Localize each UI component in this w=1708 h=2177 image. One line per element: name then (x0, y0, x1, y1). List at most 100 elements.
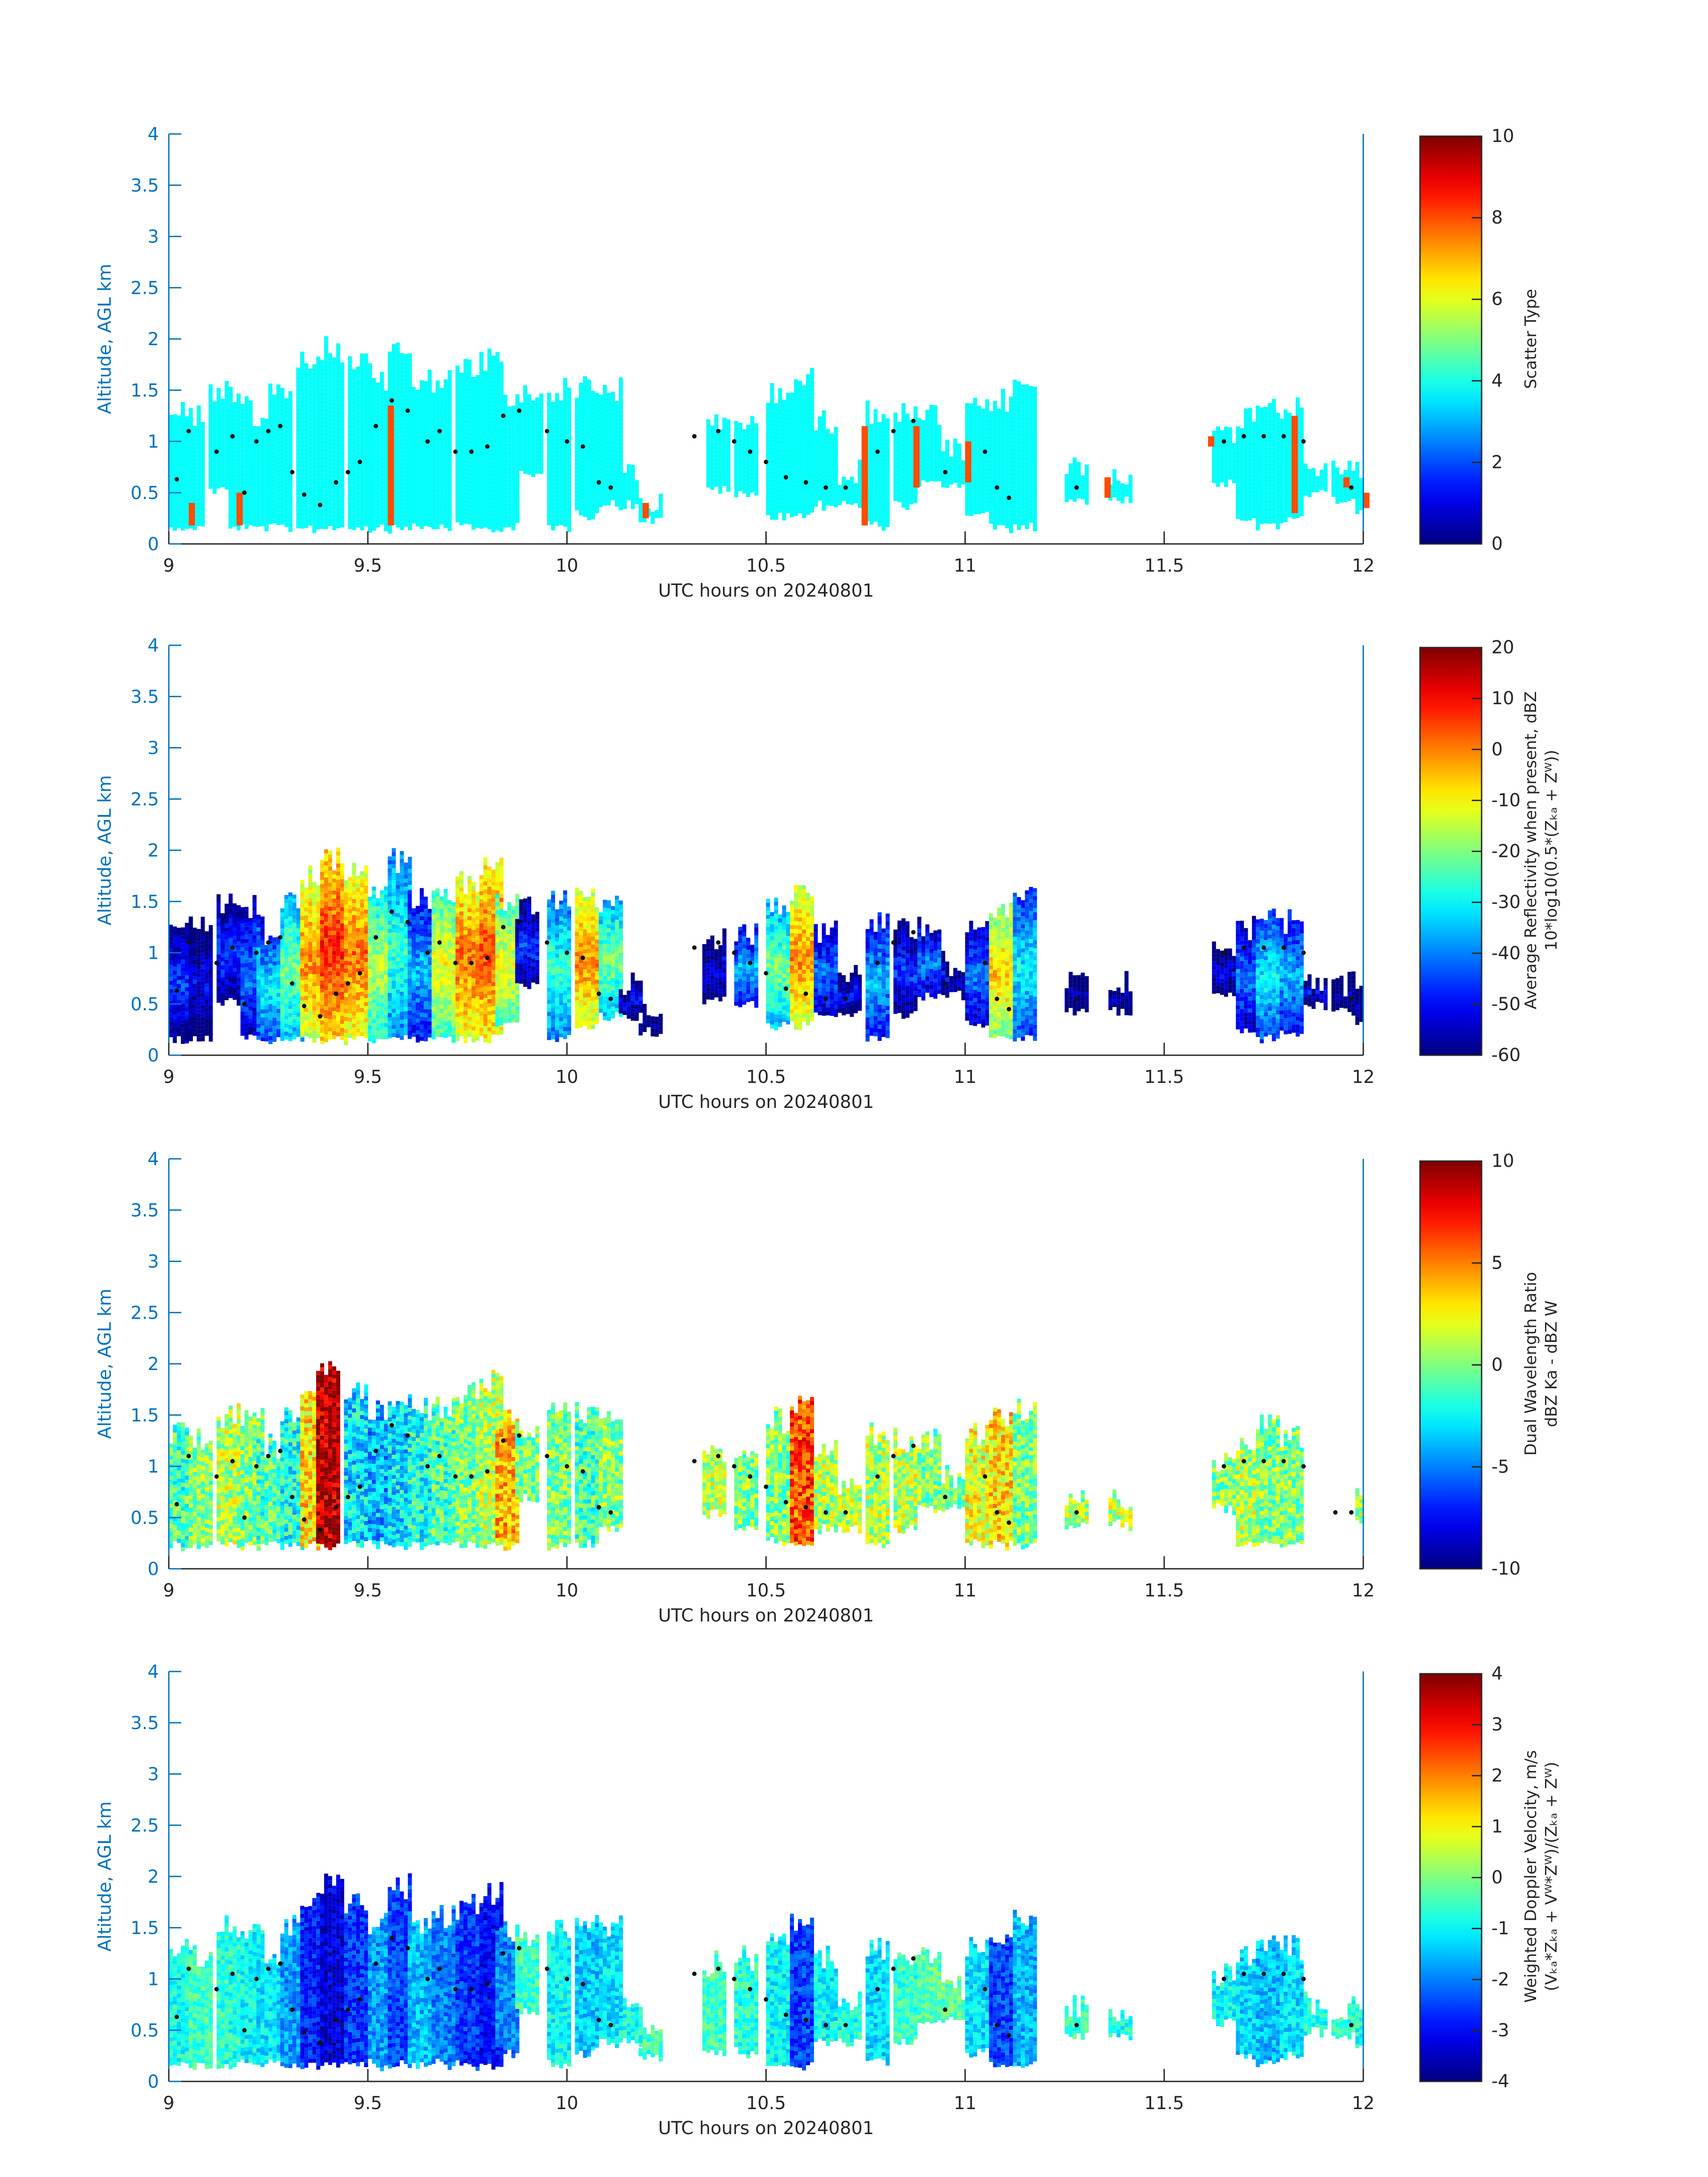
heatmap-cell (603, 461, 607, 466)
heatmap-cell (336, 399, 340, 404)
heatmap-cell (320, 444, 324, 449)
heatmap-cell (416, 458, 420, 462)
heatmap-cell (476, 443, 480, 447)
heatmap-cell (603, 425, 607, 430)
heatmap-cell (567, 411, 572, 416)
heatmap-cell (424, 429, 428, 434)
heatmap-cell (575, 506, 579, 510)
heatmap-cell (786, 445, 790, 449)
heatmap-cell (312, 509, 317, 513)
heatmap-cell (455, 385, 459, 390)
heatmap-cell (794, 508, 798, 512)
heatmap-cell (794, 435, 798, 440)
heatmap-cell (503, 430, 508, 435)
heatmap-cell (372, 474, 376, 479)
heatmap-cell (304, 516, 309, 520)
heatmap-cell (491, 452, 496, 456)
heatmap-cell (420, 444, 424, 449)
heatmap-cell (392, 368, 396, 372)
heatmap-cell (276, 472, 280, 477)
heatmap-cell (523, 401, 527, 405)
heatmap-cell (806, 503, 810, 507)
heatmap-cell (380, 516, 384, 521)
heatmap-cell (404, 418, 408, 422)
heatmap-cell (240, 460, 245, 464)
heatmap-cell (607, 413, 611, 417)
heatmap-cell (587, 408, 591, 412)
heatmap-cell (244, 509, 249, 513)
heatmap-cell (372, 430, 376, 435)
heatmap-cell (424, 401, 428, 405)
heatmap-cell (209, 464, 213, 469)
heatmap-cell (288, 504, 292, 508)
heatmap-cell (626, 488, 631, 493)
heatmap-cell (567, 504, 572, 508)
heatmap-cell (340, 499, 344, 503)
heatmap-cell (499, 480, 504, 484)
heatmap-cell (710, 433, 714, 438)
heatmap-cell (416, 450, 420, 454)
heatmap-cell (766, 426, 770, 431)
heatmap-cell (611, 396, 615, 400)
heatmap-cell (435, 525, 440, 529)
heatmap-cell (352, 421, 356, 426)
heatmap-cell (607, 501, 611, 506)
heatmap-cell (786, 405, 790, 409)
heatmap-cell (348, 424, 352, 429)
heatmap-cell (221, 459, 225, 463)
heatmap-cell (332, 490, 336, 494)
heatmap-cell (539, 450, 543, 454)
heatmap-cell (296, 488, 301, 493)
heatmap-cell (464, 459, 468, 464)
heatmap-cell (276, 517, 280, 521)
heatmap-cell (563, 514, 568, 519)
heatmap-cell (304, 435, 309, 440)
heatmap-cell (173, 486, 177, 491)
heatmap-cell (472, 457, 476, 461)
heatmap-cell (424, 397, 428, 401)
heatmap-cell (416, 510, 420, 514)
heatmap-cell (328, 518, 332, 522)
heatmap-cell (869, 480, 874, 485)
heatmap-cell (869, 432, 874, 436)
heatmap-cell (300, 496, 305, 501)
heatmap-cell (268, 455, 272, 460)
heatmap-cell (340, 503, 344, 507)
heatmap-cell (591, 479, 595, 484)
heatmap-cell (559, 404, 564, 409)
heatmap-cell (420, 408, 424, 413)
heatmap-cell (356, 406, 360, 411)
heatmap-cell (464, 387, 468, 391)
heatmap-cell (754, 451, 759, 455)
heatmap-cell (591, 411, 595, 415)
heatmap-cell (766, 418, 770, 423)
heatmap-cell (810, 388, 814, 392)
heatmap-cell (372, 478, 376, 483)
heatmap-cell (400, 518, 404, 522)
heatmap-cell (240, 484, 245, 489)
heatmap-cell (515, 459, 520, 463)
heatmap-cell (427, 401, 432, 406)
heatmap-cell (427, 486, 432, 490)
heatmap-cell (316, 389, 321, 393)
heatmap-cell (169, 419, 173, 423)
heatmap-cell (822, 494, 826, 499)
heatmap-cell (798, 421, 802, 425)
heatmap-cell (822, 482, 826, 487)
heatmap-cell (439, 500, 444, 505)
heatmap-cell (324, 476, 328, 481)
heatmap-cell (192, 470, 197, 474)
heatmap-cell (276, 468, 280, 473)
heatmap-cell (718, 481, 722, 486)
heatmap-cell (412, 431, 416, 435)
heatmap-cell (726, 480, 731, 484)
heatmap-cell (563, 466, 568, 471)
heatmap-cell (248, 427, 253, 431)
heatmap-cell (304, 419, 309, 424)
heatmap-cell (439, 488, 444, 493)
heatmap-cell (547, 509, 551, 514)
heatmap-cell (276, 448, 280, 453)
heatmap-cell (188, 492, 193, 497)
heatmap-cell (483, 503, 488, 508)
heatmap-cell (256, 430, 261, 435)
